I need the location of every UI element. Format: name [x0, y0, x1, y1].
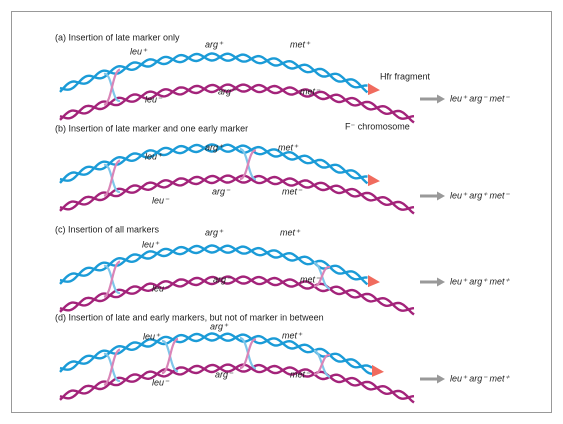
result: leu⁺ arg⁺ met⁺ — [450, 276, 511, 286]
donor-gene: met⁺ — [280, 227, 301, 237]
donor-gene: arg⁺ — [210, 321, 229, 331]
result: leu⁺ arg⁻ met⁺ — [450, 373, 511, 383]
donor-gene: leu⁺ — [142, 239, 160, 249]
recipient-gene: leu⁻ — [145, 94, 163, 104]
donor-gene: leu⁺ — [145, 151, 163, 161]
recipient-gene: met⁻ — [300, 274, 321, 284]
result-arrow — [420, 95, 445, 104]
donor-gene: leu⁺ — [130, 46, 148, 56]
result: leu⁺ arg⁻ met⁻ — [450, 93, 511, 103]
recipient-gene: met⁻ — [300, 86, 321, 96]
f-label: F⁻ chromosome — [345, 121, 410, 131]
recipient-gene: leu⁻ — [152, 195, 170, 205]
donor-gene: leu⁺ — [143, 331, 161, 341]
donor-gene: arg⁺ — [205, 39, 224, 49]
donor-gene: met⁺ — [278, 142, 299, 152]
donor-gene: arg⁺ — [205, 142, 224, 152]
recipient-gene: arg⁻ — [213, 274, 232, 284]
recipient-gene: met⁻ — [290, 369, 311, 379]
recipient-gene: arg⁻ — [212, 186, 231, 196]
recipient-gene: arg⁻ — [215, 369, 234, 379]
fragment-end — [372, 365, 384, 377]
frame — [12, 12, 552, 413]
result-arrow — [420, 375, 445, 384]
recipient-gene: leu⁻ — [152, 377, 170, 387]
fragment-end — [368, 174, 380, 186]
figure: (a) Insertion of late marker only leu⁺ arg… — [0, 0, 563, 424]
recipient-gene: leu⁻ — [152, 283, 170, 293]
donor-gene: met⁺ — [282, 330, 303, 340]
panel-title: (a) Insertion of late marker only — [55, 32, 180, 42]
recipient-gene: arg⁻ — [218, 86, 237, 96]
panel-title: (b) Insertion of late marker and one ear… — [55, 123, 248, 133]
fragment-end — [368, 275, 380, 287]
donor-gene: arg⁺ — [205, 227, 224, 237]
panel-title: (d) Insertion of late and early markers,… — [55, 312, 324, 322]
hfr-label: Hfr fragment — [380, 71, 431, 81]
donor-gene: met⁺ — [290, 39, 311, 49]
fragment-end — [368, 83, 380, 95]
result-arrow — [420, 278, 445, 287]
recipient-gene: met⁻ — [282, 186, 303, 196]
result: leu⁺ arg⁺ met⁻ — [450, 190, 511, 200]
panel-title: (c) Insertion of all markers — [55, 224, 160, 234]
result-arrow — [420, 192, 445, 201]
